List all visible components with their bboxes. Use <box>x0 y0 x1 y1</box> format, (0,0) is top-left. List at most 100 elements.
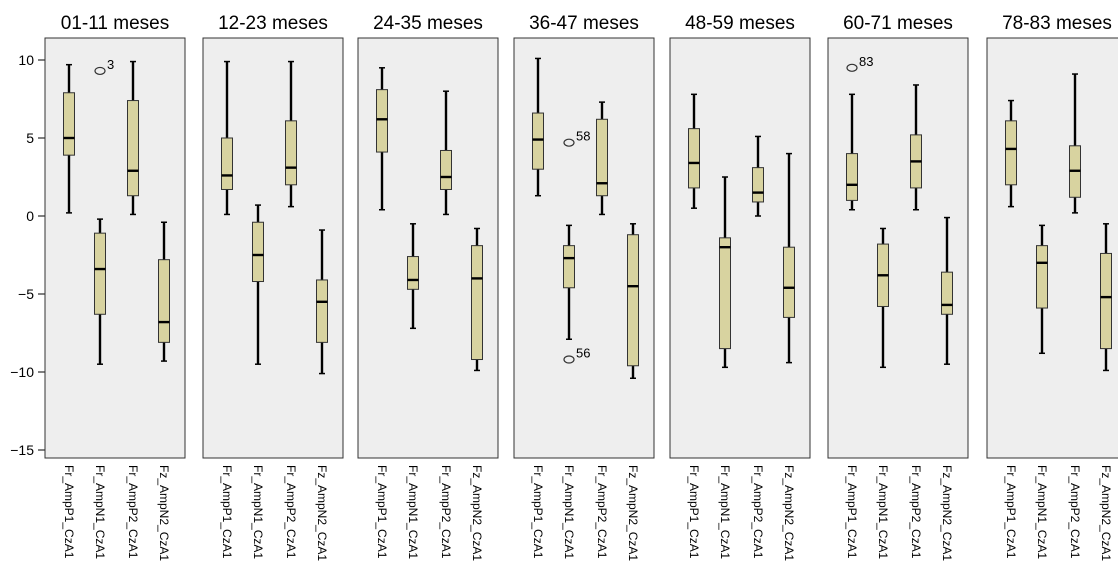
boxplot-2 <box>719 176 731 369</box>
outlier-label: 58 <box>576 129 590 144</box>
box <box>63 92 75 156</box>
box <box>846 153 858 201</box>
x-category-label: Fr_AmpP1_CzA1 <box>220 465 234 559</box>
panel-4: 36-47 meses Fr_AmpP1_CzA1 Fr_AmpN1_CzA1 Fr_… <box>513 13 655 561</box>
boxplot-2 <box>407 223 419 330</box>
box <box>783 246 795 318</box>
boxplot-3 <box>752 135 764 217</box>
box <box>285 120 297 186</box>
box <box>1005 120 1017 186</box>
box <box>719 237 731 350</box>
panel-title: 24-35 meses <box>373 13 483 34</box>
x-category-label: Fr_AmpP2_CzA1 <box>1068 465 1082 559</box>
boxplot-1 <box>1005 99 1017 208</box>
boxplot-3 <box>1069 73 1081 214</box>
x-category-label: Fz_AmpN2_CzA1 <box>157 465 171 561</box>
boxplot-1 <box>63 63 75 214</box>
boxplot-3 <box>440 90 452 216</box>
boxplot-1 <box>221 60 233 216</box>
panel-5: 48-59 meses Fr_AmpP1_CzA1 Fr_AmpN1_CzA1 Fr_… <box>669 13 811 561</box>
x-category-label: Fr_AmpP2_CzA1 <box>595 465 609 559</box>
boxplot-1 <box>688 93 700 209</box>
y-tick-label: −15 <box>10 442 34 458</box>
boxplot-2 <box>252 204 264 365</box>
x-category-label: Fr_AmpN1_CzA1 <box>1035 465 1049 559</box>
box <box>316 279 328 343</box>
boxplot-1 <box>376 67 388 211</box>
x-category-label: Fr_AmpN1_CzA1 <box>251 465 265 559</box>
outlier-label: 83 <box>859 54 873 69</box>
y-axis: 10 5 0 −5 −10 −15 <box>10 52 45 458</box>
x-category-label: Fr_AmpP1_CzA1 <box>62 465 76 559</box>
x-category-label: Fz_AmpN2_CzA1 <box>940 465 954 561</box>
outlier-point <box>94 66 106 76</box>
x-category-label: Fr_AmpP1_CzA1 <box>845 465 859 559</box>
outlier-point <box>846 63 858 72</box>
box <box>471 245 483 361</box>
panel-7: 78-83 meses Fr_AmpP1_CzA1 Fr_AmpN1_CzA1 Fr_… <box>986 13 1118 561</box>
boxplot-2 <box>94 218 106 365</box>
y-tick-label: −5 <box>18 286 34 302</box>
panel-title: 12-23 meses <box>218 13 328 34</box>
panel-title: 78-83 meses <box>1002 13 1112 34</box>
boxplot-4 <box>1100 223 1112 372</box>
x-category-label: Fr_AmpN1_CzA1 <box>406 465 420 559</box>
box <box>407 256 419 290</box>
boxplot-1 <box>532 57 544 197</box>
outlier-point <box>563 355 575 364</box>
x-category-label: Fr_AmpP2_CzA1 <box>284 465 298 559</box>
box <box>563 245 575 289</box>
boxplot-3 <box>910 84 922 211</box>
boxplot-3 <box>127 60 139 216</box>
x-category-label: Fz_AmpN2_CzA1 <box>470 465 484 561</box>
boxplot-1 <box>846 93 858 211</box>
x-category-label: Fr_AmpP1_CzA1 <box>1004 465 1018 559</box>
panel-title: 48-59 meses <box>685 13 795 34</box>
boxplot-4 <box>471 227 483 372</box>
x-category-label: Fr_AmpN1_CzA1 <box>718 465 732 559</box>
box <box>688 128 700 189</box>
boxplot-2 <box>563 224 575 340</box>
box <box>94 232 106 315</box>
x-category-label: Fr_AmpP1_CzA1 <box>687 465 701 559</box>
boxplot-4 <box>783 152 795 364</box>
boxplot-2 <box>1036 224 1048 355</box>
outlier-label: 3 <box>107 57 114 72</box>
outlier-point <box>563 138 575 147</box>
panel-title: 36-47 meses <box>529 13 639 34</box>
boxplot-4 <box>627 223 639 379</box>
x-category-label: Fr_AmpP1_CzA1 <box>375 465 389 559</box>
panel-3: 24-35 meses Fr_AmpP1_CzA1 Fr_AmpN1_CzA1 Fr_… <box>357 13 499 561</box>
x-category-label: Fr_AmpP2_CzA1 <box>439 465 453 559</box>
box <box>532 112 544 170</box>
boxplot-3 <box>596 101 608 216</box>
panel-frame <box>986 37 1118 459</box>
box <box>158 259 170 343</box>
y-tick-label: 0 <box>26 208 34 224</box>
x-category-label: Fr_AmpN1_CzA1 <box>876 465 890 559</box>
box <box>1036 245 1048 309</box>
y-tick-label: 5 <box>26 130 34 146</box>
boxplot-3 <box>285 60 297 208</box>
y-tick-label: 10 <box>18 52 34 68</box>
box <box>252 221 264 283</box>
box <box>627 234 639 367</box>
box <box>440 149 452 190</box>
x-category-label: Fr_AmpP2_CzA1 <box>126 465 140 559</box>
panel-title: 60-71 meses <box>843 13 953 34</box>
box <box>941 271 953 315</box>
x-category-label: Fr_AmpP2_CzA1 <box>751 465 765 559</box>
panel-6: 60-71 meses Fr_AmpP1_CzA1 Fr_AmpN1_CzA1 Fr_… <box>827 13 969 561</box>
x-category-label: Fz_AmpN2_CzA1 <box>782 465 796 561</box>
boxplot-4 <box>941 216 953 365</box>
x-category-label: Fr_AmpN1_CzA1 <box>93 465 107 559</box>
box <box>1100 252 1112 350</box>
x-category-label: Fr_AmpN1_CzA1 <box>562 465 576 559</box>
box <box>127 100 139 197</box>
outlier-label: 56 <box>576 346 590 361</box>
box <box>752 167 764 203</box>
box <box>221 137 233 190</box>
boxplot-2 <box>877 227 889 369</box>
